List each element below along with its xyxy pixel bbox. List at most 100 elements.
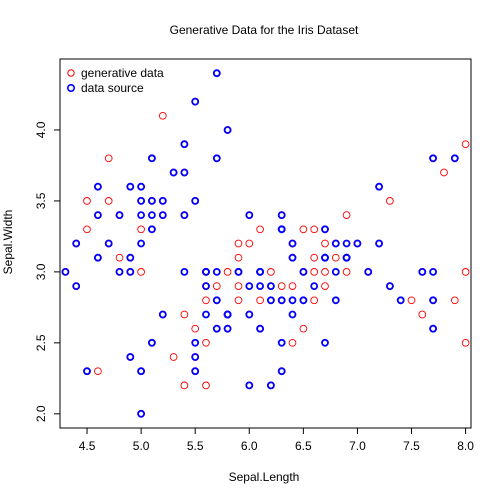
source-point [126, 253, 135, 262]
source-point [126, 353, 135, 361]
generative-point [267, 268, 275, 276]
generative-point [310, 225, 319, 234]
source-point [202, 282, 210, 291]
source-point [223, 324, 232, 333]
generative-point [104, 154, 113, 163]
generative-point [234, 282, 243, 290]
generative-point [94, 367, 102, 376]
generative-point [180, 310, 189, 319]
source-point [321, 225, 329, 234]
source-point [245, 282, 254, 291]
x-tick-label: 6.5 [295, 439, 312, 453]
generative-point [386, 197, 394, 205]
legend-label-source: data source [81, 81, 144, 95]
source-point [158, 310, 167, 319]
generative-point [245, 239, 254, 248]
legend-marker-source [67, 84, 76, 93]
source-point [288, 296, 297, 305]
generative-point [461, 268, 470, 276]
generative-point [158, 111, 167, 120]
source-point [158, 211, 167, 220]
source-point [115, 211, 124, 220]
source-point [191, 196, 200, 205]
generative-point [321, 268, 329, 276]
source-point [223, 126, 232, 134]
source-point [147, 211, 156, 220]
generative-point [234, 239, 243, 248]
source-point [72, 282, 81, 291]
source-point [180, 140, 189, 149]
source-point [61, 267, 70, 276]
source-point [256, 324, 265, 333]
source-point [245, 211, 254, 220]
source-point [212, 267, 221, 276]
generative-point [321, 239, 329, 248]
source-point [266, 282, 275, 291]
y-tick-label: 2.0 [34, 405, 48, 422]
source-point [137, 182, 146, 191]
source-point [234, 267, 243, 276]
source-point [126, 267, 135, 276]
source-point [158, 196, 167, 205]
generative-point [277, 282, 286, 290]
source-point [223, 310, 232, 319]
source-point [429, 296, 438, 305]
source-point [147, 154, 156, 163]
x-tick-label: 8.0 [457, 439, 474, 453]
generative-point [321, 282, 329, 290]
plot-area-border [59, 58, 472, 429]
generative-point [461, 140, 470, 149]
source-point [342, 239, 351, 248]
source-point [202, 310, 210, 319]
source-point [266, 296, 275, 305]
chart-title: Generative Data for the Iris Dataset [170, 23, 359, 37]
source-point [396, 296, 405, 305]
generative-point [342, 268, 351, 276]
source-point [104, 239, 113, 248]
source-point [321, 253, 329, 262]
source-point [277, 338, 286, 347]
generative-point [256, 225, 264, 234]
source-point [169, 168, 178, 177]
generative-point [342, 211, 351, 219]
y-tick-label: 3.0 [34, 263, 48, 280]
source-point [137, 196, 146, 205]
source-point [375, 239, 384, 248]
generative-point [104, 197, 113, 205]
x-tick-label: 5.5 [187, 439, 204, 453]
source-point [137, 239, 146, 248]
generative-point [450, 296, 459, 305]
source-point [137, 211, 146, 220]
source-point [353, 239, 362, 248]
source-point [245, 381, 254, 390]
generative-point [202, 381, 210, 390]
source-point [256, 282, 265, 291]
generative-point [288, 282, 297, 290]
generative-point [310, 253, 319, 262]
source-point [94, 253, 102, 262]
y-axis: 2.0 2.5 3.0 3.5 4.0 [34, 121, 60, 422]
generative-point [331, 253, 340, 262]
generative-point [83, 225, 91, 234]
generative-point [461, 338, 470, 347]
x-tick-label: 5.0 [133, 439, 150, 453]
source-point [94, 211, 102, 220]
generative-point [440, 168, 448, 177]
generative-point [234, 296, 243, 305]
generative-point [191, 324, 200, 333]
source-point [429, 324, 438, 333]
generative-point [310, 296, 319, 305]
generative-point [202, 296, 210, 305]
generative-point [299, 225, 308, 234]
source-point [288, 239, 297, 248]
source-point [212, 154, 221, 163]
source-point [180, 211, 189, 220]
source-point [212, 296, 221, 305]
source-point [180, 168, 189, 177]
source-point [191, 353, 200, 361]
generative-point [299, 324, 308, 333]
source-point [277, 225, 286, 234]
generative-point [256, 296, 264, 305]
generative-point [180, 381, 189, 390]
